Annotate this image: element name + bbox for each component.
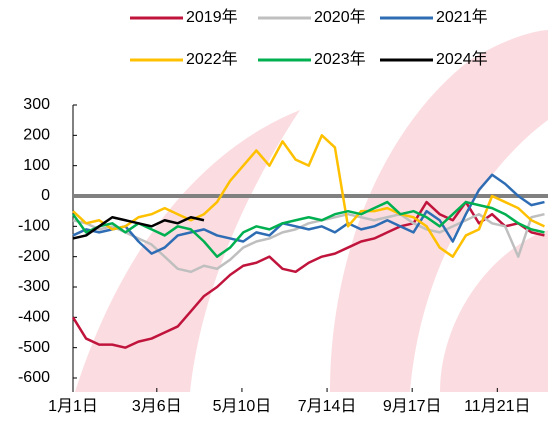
x-tick-label: 3月6日 <box>132 398 182 415</box>
y-tick-label: -500 <box>18 339 50 356</box>
y-tick-label: -300 <box>18 278 50 295</box>
legend-label: 2022年 <box>186 50 238 68</box>
y-tick-label: 100 <box>23 157 50 174</box>
x-tick-label: 9月17日 <box>383 398 442 415</box>
y-tick-label: -400 <box>18 309 50 326</box>
y-tick-label: 300 <box>23 96 50 113</box>
series-line <box>72 173 545 255</box>
x-tick-label: 1月1日 <box>48 398 98 415</box>
series-line <box>71 200 545 258</box>
x-tick-label: 11月21日 <box>464 398 530 415</box>
legend-label: 2019年 <box>186 8 238 26</box>
series-line <box>72 215 205 240</box>
legend-label: 2021年 <box>436 8 488 26</box>
legend-label: 2020年 <box>314 8 366 26</box>
series-line <box>72 212 545 274</box>
x-tick-label: 7月14日 <box>298 398 357 415</box>
y-tick-label: -600 <box>18 369 50 386</box>
series-line <box>72 134 545 258</box>
legend-label: 2023年 <box>314 50 366 68</box>
watermark <box>75 30 548 392</box>
legend-label: 2024年 <box>436 50 488 68</box>
x-tick-label: 5月10日 <box>213 398 272 415</box>
y-tick-label: 200 <box>23 127 50 144</box>
y-tick-label: 0 <box>41 187 50 204</box>
y-tick-label: -100 <box>18 218 50 235</box>
y-tick-label: -200 <box>18 248 50 265</box>
